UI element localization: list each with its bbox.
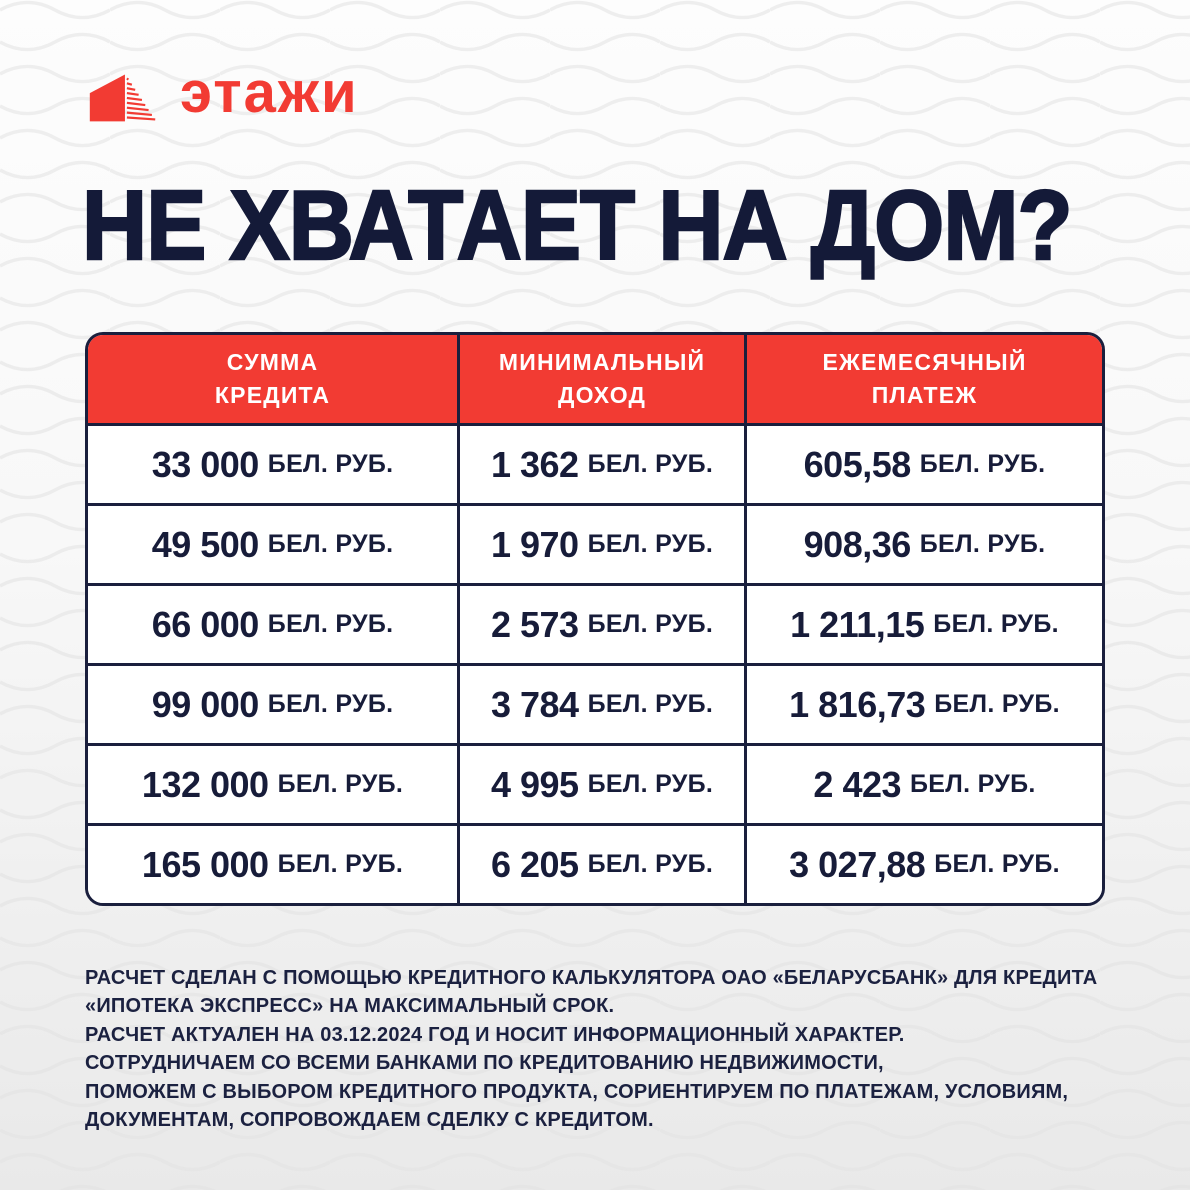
amount-unit: БЕЛ. РУБ. <box>910 770 1036 798</box>
amount-value: 99 000 <box>151 684 260 725</box>
amount-unit: БЕЛ. РУБ. <box>587 850 714 878</box>
amount-unit: БЕЛ. РУБ. <box>933 610 1059 638</box>
amount-value: 6 205 <box>490 844 579 885</box>
table-cell: 3 784 БЕЛ. РУБ. <box>457 666 744 743</box>
brand-logo: этажи <box>82 64 359 130</box>
amount-value: 165 000 <box>141 844 269 885</box>
amount-unit: БЕЛ. РУБ. <box>934 690 1060 718</box>
amount-unit: БЕЛ. РУБ. <box>587 610 714 638</box>
table-cell: 66 000 БЕЛ. РУБ. <box>88 586 457 663</box>
amount-unit: БЕЛ. РУБ. <box>267 610 394 638</box>
table-cell: 6 205 БЕЛ. РУБ. <box>457 826 744 903</box>
header-cell-min-income: МИНИМАЛЬНЫЙ ДОХОД <box>457 335 744 423</box>
amount-value: 2 423 <box>813 764 902 805</box>
table-cell: 49 500 БЕЛ. РУБ. <box>88 506 457 583</box>
amount-unit: БЕЛ. РУБ. <box>267 450 394 478</box>
amount-unit: БЕЛ. РУБ. <box>934 850 1060 878</box>
amount-value: 33 000 <box>151 444 260 485</box>
amount-unit: БЕЛ. РУБ. <box>587 770 714 798</box>
amount-value: 908,36 <box>803 524 912 565</box>
amount-value: 1 816,73 <box>789 684 926 725</box>
table-cell: 2 573 БЕЛ. РУБ. <box>457 586 744 663</box>
table-cell: 165 000 БЕЛ. РУБ. <box>88 826 457 903</box>
table-row: 99 000 БЕЛ. РУБ. 3 784 БЕЛ. РУБ. 1 816,73 Б… <box>88 663 1102 743</box>
table-cell: 1 970 БЕЛ. РУБ. <box>457 506 744 583</box>
amount-unit: БЕЛ. РУБ. <box>919 450 1046 478</box>
table-header-row: СУММА КРЕДИТА МИНИМАЛЬНЫЙ ДОХОД ЕЖЕМЕСЯЧ… <box>88 335 1102 423</box>
amount-value: 66 000 <box>151 604 260 645</box>
amount-unit: БЕЛ. РУБ. <box>267 690 394 718</box>
amount-value: 1 362 <box>490 444 579 485</box>
amount-unit: БЕЛ. РУБ. <box>587 530 714 558</box>
table-row: 33 000 БЕЛ. РУБ. 1 362 БЕЛ. РУБ. 605,58 БЕЛ… <box>88 423 1102 503</box>
table-cell: 4 995 БЕЛ. РУБ. <box>457 746 744 823</box>
table-cell: 908,36 БЕЛ. РУБ. <box>744 506 1102 583</box>
header-cell-loan-amount: СУММА КРЕДИТА <box>214 348 331 408</box>
amount-value: 3 027,88 <box>789 844 926 885</box>
amount-unit: БЕЛ. РУБ. <box>587 450 714 478</box>
amount-value: 49 500 <box>151 524 260 565</box>
amount-value: 2 573 <box>490 604 579 645</box>
amount-value: 1 211,15 <box>790 604 925 645</box>
amount-unit: БЕЛ. РУБ. <box>277 770 404 798</box>
table-row: 49 500 БЕЛ. РУБ. 1 970 БЕЛ. РУБ. 908,36 БЕЛ… <box>88 503 1102 583</box>
table-cell: 1 211,15 БЕЛ. РУБ. <box>744 586 1102 663</box>
table-row: 66 000 БЕЛ. РУБ. 2 573 БЕЛ. РУБ. 1 211,15 Б… <box>88 583 1102 663</box>
brand-logo-text: этажи <box>180 60 359 125</box>
etazhi-logo-icon <box>89 74 156 122</box>
amount-value: 4 995 <box>490 764 579 805</box>
amount-value: 605,58 <box>803 444 912 485</box>
header-cell-monthly-payment: ЕЖЕМЕСЯЧНЫЙ ПЛАТЕЖ <box>744 335 1102 423</box>
amount-unit: БЕЛ. РУБ. <box>919 530 1046 558</box>
table-cell: 1 816,73 БЕЛ. РУБ. <box>744 666 1102 743</box>
amount-unit: БЕЛ. РУБ. <box>277 850 404 878</box>
amount-value: 3 784 <box>490 684 579 725</box>
table-cell: 1 362 БЕЛ. РУБ. <box>457 426 744 503</box>
table-cell: 132 000 БЕЛ. РУБ. <box>88 746 457 823</box>
table-cell: 33 000 БЕЛ. РУБ. <box>88 426 457 503</box>
table-cell: 605,58 БЕЛ. РУБ. <box>744 426 1102 503</box>
amount-unit: БЕЛ. РУБ. <box>267 530 394 558</box>
amount-value: 1 970 <box>490 524 579 565</box>
page-title: НЕ ХВАТАЕТ НА ДОМ? <box>81 170 1074 280</box>
table-row: 132 000 БЕЛ. РУБ. 4 995 БЕЛ. РУБ. 2 423 БЕЛ… <box>88 743 1102 823</box>
table-cell: 99 000 БЕЛ. РУБ. <box>88 666 457 743</box>
disclaimer-text: РАСЧЕТ СДЕЛАН С ПОМОЩЬЮ КРЕДИТНОГО КАЛЬК… <box>85 967 1098 1131</box>
amount-unit: БЕЛ. РУБ. <box>587 690 714 718</box>
credit-table: СУММА КРЕДИТА МИНИМАЛЬНЫЙ ДОХОД ЕЖЕМЕСЯЧ… <box>85 332 1105 906</box>
table-cell: 3 027,88 БЕЛ. РУБ. <box>744 826 1102 903</box>
amount-value: 132 000 <box>141 764 269 805</box>
table-cell: 2 423 БЕЛ. РУБ. <box>744 746 1102 823</box>
table-row: 165 000 БЕЛ. РУБ. 6 205 БЕЛ. РУБ. 3 027,88… <box>88 823 1102 903</box>
